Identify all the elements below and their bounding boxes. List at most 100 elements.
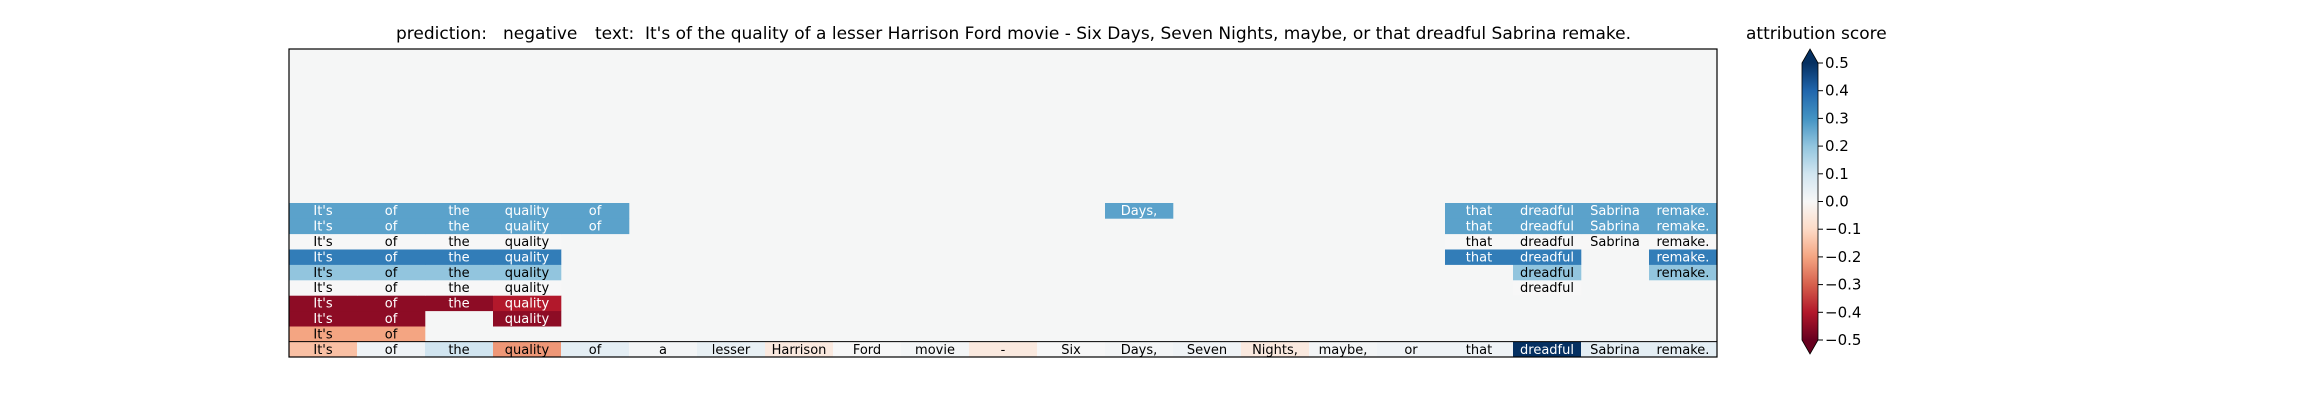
final-row-cell <box>697 341 766 358</box>
heatmap-cell <box>493 295 562 312</box>
final-row-cell <box>493 341 562 358</box>
cell-token-label: quality <box>505 204 550 219</box>
cell-token-label: of <box>385 250 398 265</box>
cell-token-label: Sabrina <box>1590 204 1640 219</box>
cell-token-label: Harrison <box>772 343 827 358</box>
cell-token-label: remake. <box>1657 266 1710 281</box>
cell-token-label: of <box>385 343 398 358</box>
cell-token-label: Sabrina <box>1590 343 1640 358</box>
heatmap-cell <box>425 295 494 312</box>
final-row-cell <box>1241 341 1310 358</box>
cell-token-label: that <box>1466 220 1492 235</box>
colorbar-tick-label: 0.2 <box>1825 137 1849 155</box>
heatmap-cell <box>1649 203 1718 219</box>
colorbar-gradient <box>1802 63 1818 340</box>
cell-token-label: - <box>1001 343 1006 358</box>
cell-token-label: of <box>385 327 398 342</box>
final-row-cell <box>1309 341 1378 358</box>
cell-token-label: of <box>385 281 398 296</box>
cell-token-label: that <box>1466 235 1492 250</box>
heatmap-cell <box>1105 203 1174 219</box>
cell-token-label: dreadful <box>1520 343 1574 358</box>
heatmap-cell <box>493 233 562 250</box>
heatmap-cell <box>1649 218 1718 235</box>
cell-token-label: remake. <box>1657 250 1710 265</box>
cell-token-label: of <box>589 343 602 358</box>
cell-token-label: movie <box>915 343 955 358</box>
colorbar-tick-label: 0.1 <box>1825 165 1849 183</box>
heatmap-cell <box>357 310 426 327</box>
heatmap-cell <box>493 264 562 281</box>
final-row-cell <box>425 341 494 358</box>
cell-token-label: It's <box>313 312 333 327</box>
cell-token-label: maybe, <box>1319 343 1368 358</box>
heatmap-cell <box>425 249 494 265</box>
final-row-cell <box>629 341 698 358</box>
heatmap-cell <box>425 218 494 235</box>
heatmap-cell <box>1513 218 1582 235</box>
cell-token-label: of <box>385 297 398 312</box>
colorbar-label: attribution score <box>1746 24 1887 44</box>
cell-token-label: the <box>448 343 469 358</box>
colorbar-tick-label: 0.3 <box>1825 109 1849 127</box>
cell-token-label: the <box>448 266 469 281</box>
heatmap-cell <box>357 218 426 235</box>
cell-token-label: dreadful <box>1520 281 1574 296</box>
cell-token-label: Sabrina <box>1590 235 1640 250</box>
heatmap-cell <box>425 203 494 219</box>
final-row-cell <box>833 341 902 358</box>
cell-token-label: quality <box>505 220 550 235</box>
heatmap-cell <box>289 310 358 327</box>
colorbar-tick-label: −0.3 <box>1825 276 1861 294</box>
heatmap-cell <box>1445 203 1514 219</box>
heatmap-cell <box>1649 264 1718 281</box>
cell-token-label: remake. <box>1657 204 1710 219</box>
cell-token-label: dreadful <box>1520 204 1574 219</box>
final-row-cell <box>901 341 970 358</box>
heatmap-cell <box>561 218 630 235</box>
heatmap-cell <box>289 264 358 281</box>
final-row-cell <box>1513 341 1582 358</box>
title-text-label: text: <box>595 24 634 44</box>
heatmap-cell <box>493 310 562 327</box>
colorbar-tick-label: −0.5 <box>1825 331 1861 349</box>
cell-token-label: Ford <box>853 343 881 358</box>
colorbar-tick-label: −0.2 <box>1825 248 1861 266</box>
cell-token-label: that <box>1466 343 1492 358</box>
heatmap-cell <box>1513 264 1582 281</box>
cell-token-label: Sabrina <box>1590 220 1640 235</box>
cell-token-label: It's <box>313 297 333 312</box>
final-row-cell <box>561 341 630 358</box>
heatmap-cell <box>1513 280 1582 296</box>
cell-token-label: a <box>659 343 667 358</box>
cell-token-label: quality <box>505 297 550 312</box>
heatmap-cell <box>289 295 358 312</box>
cell-token-label: quality <box>505 281 550 296</box>
final-row-cell <box>1105 341 1174 358</box>
cell-token-label: dreadful <box>1520 266 1574 281</box>
colorbar-tick-label: −0.1 <box>1825 220 1861 238</box>
plot-frame <box>288 48 1718 358</box>
final-row-cell <box>1037 341 1106 358</box>
cell-token-label: the <box>448 235 469 250</box>
cell-token-label: Seven <box>1187 343 1227 358</box>
heatmap-cell <box>493 249 562 265</box>
cell-token-label: quality <box>505 312 550 327</box>
heatmap-cell <box>289 233 358 250</box>
heatmap-cell <box>1581 218 1650 235</box>
title-prediction-value: negative <box>503 24 577 44</box>
cell-token-label: the <box>448 281 469 296</box>
cell-token-label: the <box>448 220 469 235</box>
cell-token-label: of <box>589 204 602 219</box>
heatmap-cell <box>357 264 426 281</box>
cell-token-label: of <box>385 220 398 235</box>
heatmap-cell <box>425 264 494 281</box>
cell-token-label: of <box>589 220 602 235</box>
cell-token-label: quality <box>505 235 550 250</box>
cell-token-label: It's <box>313 204 333 219</box>
heatmap-cell <box>289 280 358 296</box>
final-row-cell <box>1445 341 1514 358</box>
final-row-cell <box>969 341 1038 358</box>
final-row-cell <box>289 341 358 358</box>
